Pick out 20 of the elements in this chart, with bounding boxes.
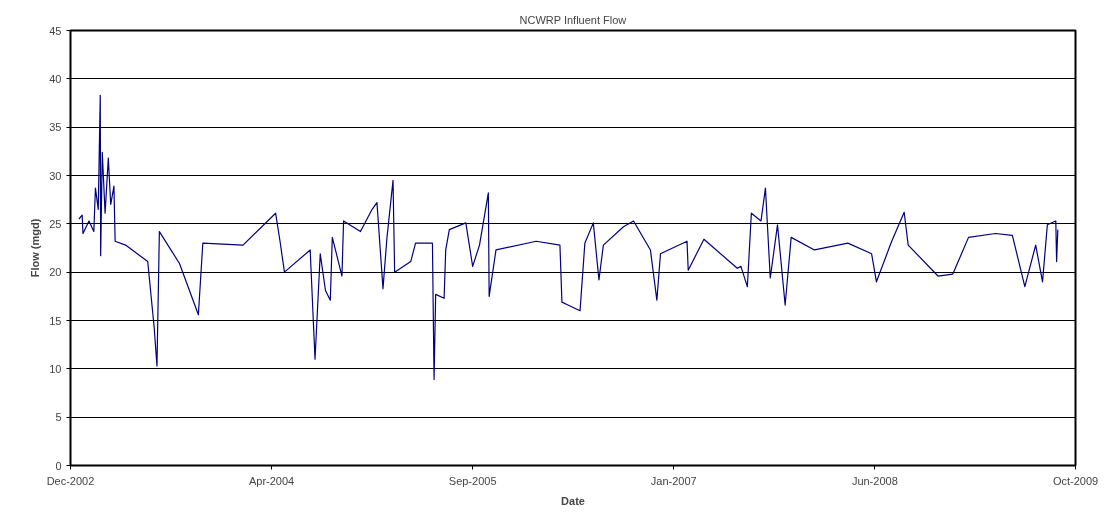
- x-tick-label: Jun-2008: [851, 474, 898, 487]
- x-axis-title: Date: [561, 494, 585, 507]
- y-tick-label: 5: [55, 411, 62, 424]
- y-axis-title: Flow (mgd): [29, 218, 42, 278]
- x-tick-label: Dec-2002: [46, 474, 95, 487]
- y-tick-label: 0: [55, 459, 62, 472]
- y-tick-label: 40: [49, 72, 62, 85]
- y-tick-label: 10: [49, 362, 62, 375]
- line-series: [78, 94, 1059, 381]
- y-tick-label: 45: [49, 24, 62, 37]
- x-tick-label: Oct-2009: [1052, 474, 1099, 487]
- y-tick-label: 25: [49, 217, 62, 230]
- y-tick-label: 35: [49, 121, 62, 134]
- x-tick-label: Sep-2005: [448, 474, 497, 487]
- x-tick-label: Apr-2004: [248, 474, 295, 487]
- y-tick-label: 30: [49, 169, 62, 182]
- y-tick-label: 15: [49, 314, 62, 327]
- chart-title: NCWRP Influent Flow: [519, 13, 627, 26]
- y-tick-label: 20: [49, 266, 62, 279]
- x-tick-label: Jan-2007: [650, 474, 697, 487]
